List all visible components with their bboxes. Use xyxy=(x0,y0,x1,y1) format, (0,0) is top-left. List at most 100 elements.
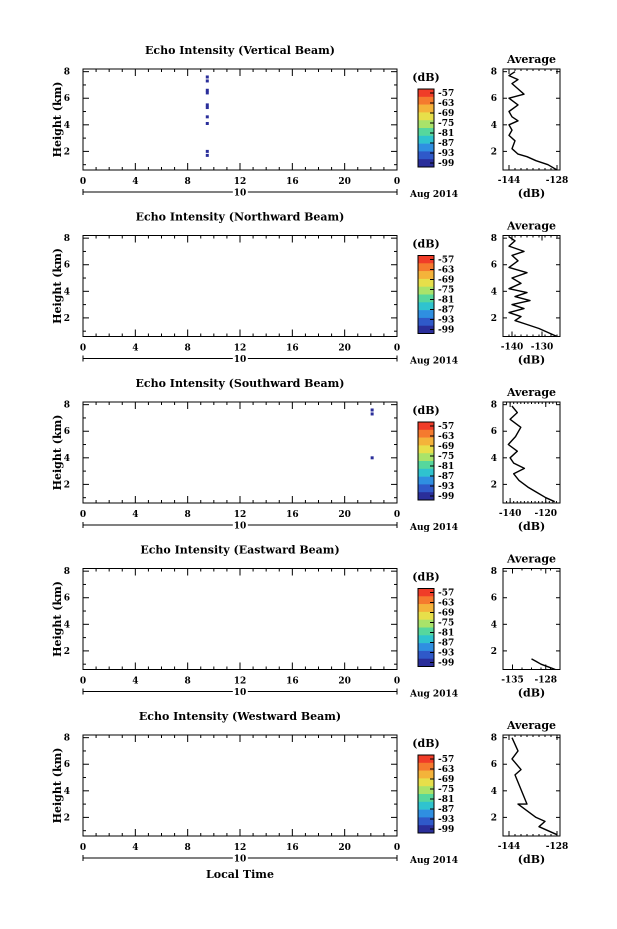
panel-title: Echo Intensity (Eastward Beam) xyxy=(140,544,339,557)
x-tick-label: 0 xyxy=(80,177,86,187)
colorbar-tick-label: -63 xyxy=(438,266,454,276)
colorbar-frame xyxy=(417,421,435,501)
colorbar-segment xyxy=(418,445,434,454)
colorbar-segment xyxy=(418,762,434,771)
avg-y-tick-label: 4 xyxy=(491,787,497,797)
echo-pixel xyxy=(205,115,209,119)
x-tick-label: 12 xyxy=(234,510,247,520)
date-day: 10 xyxy=(234,189,247,199)
avg-y-tick-label: 6 xyxy=(491,94,497,104)
average-frame xyxy=(502,734,561,837)
colorbar-tick-label: -63 xyxy=(438,765,454,775)
y-tick-label: 8 xyxy=(64,734,70,744)
average-title: Average xyxy=(506,386,556,399)
date-day: 10 xyxy=(234,355,247,365)
avg-x-tick-label: -128 xyxy=(546,842,569,852)
colorbar-tick-label: -99 xyxy=(438,659,454,669)
colorbar-segment xyxy=(418,588,434,597)
colorbar-tick-label: -99 xyxy=(438,159,454,169)
average-x-label: (dB) xyxy=(518,853,545,866)
y-tick-label: 4 xyxy=(64,454,70,464)
x-tick-label: 0 xyxy=(394,677,400,687)
avg-y-tick-label: 4 xyxy=(491,287,497,297)
colorbar-segment xyxy=(418,611,434,620)
avg-y-tick-label: 8 xyxy=(491,401,497,411)
colorbar-tick-label: -69 xyxy=(438,609,454,619)
colorbar-segment xyxy=(418,325,434,334)
avg-x-tick-label: -140 xyxy=(501,343,524,353)
y-tick-label: 6 xyxy=(64,760,70,770)
average-profile-line xyxy=(531,658,556,671)
colorbar-segment xyxy=(418,658,434,667)
colorbar-tick-label: -63 xyxy=(438,432,454,442)
avg-x-tick-label: -140 xyxy=(499,509,522,519)
echo-pixel xyxy=(205,153,209,157)
colorbar-segment xyxy=(418,770,434,779)
colorbar-tick-label: -75 xyxy=(438,619,454,629)
colorbar-tick-label: -75 xyxy=(438,286,454,296)
x-tick-label: 4 xyxy=(132,510,138,520)
echo-pixel xyxy=(205,75,209,79)
y-tick-label: 4 xyxy=(64,787,70,797)
colorbar-frame xyxy=(417,588,435,667)
colorbar-segment xyxy=(418,310,434,319)
colorbar-tick-label: -87 xyxy=(438,306,454,316)
date-month-year: Aug 2014 xyxy=(409,523,458,533)
panel-title: Echo Intensity (Northward Beam) xyxy=(136,211,345,224)
y-axis-label: Height (km) xyxy=(51,748,64,824)
x-tick-label: 0 xyxy=(80,344,86,354)
x-tick-label: 4 xyxy=(132,177,138,187)
colorbar-unit: (dB) xyxy=(412,571,439,584)
avg-y-tick-label: 6 xyxy=(491,427,497,437)
x-tick-label: 4 xyxy=(132,843,138,853)
x-tick-label: 0 xyxy=(80,677,86,687)
x-tick-label: 12 xyxy=(234,843,247,853)
average-profile-line xyxy=(511,737,558,836)
y-tick-label: 8 xyxy=(64,401,70,411)
colorbar-segment xyxy=(418,128,434,137)
x-tick-label: 8 xyxy=(185,677,191,687)
colorbar-segment xyxy=(418,476,434,485)
y-tick-label: 4 xyxy=(64,620,70,630)
colorbar-tick-label: -87 xyxy=(438,139,454,149)
y-tick-label: 4 xyxy=(64,121,70,131)
x-tick-label: 8 xyxy=(185,177,191,187)
colorbar-tick-label: -93 xyxy=(438,482,454,492)
colorbar-segment xyxy=(418,453,434,462)
colorbar-segment xyxy=(418,278,434,287)
x-tick-label: 0 xyxy=(80,843,86,853)
average-profile-line xyxy=(507,405,555,503)
echo-pixel xyxy=(205,79,209,83)
x-tick-label: 0 xyxy=(394,843,400,853)
colorbar-segment xyxy=(418,89,434,98)
avg-x-tick-label: -120 xyxy=(534,509,557,519)
colorbar-tick-label: -75 xyxy=(438,119,454,129)
average-profile-line xyxy=(508,71,558,171)
colorbar-frame xyxy=(417,255,435,334)
colorbar-tick-label: -57 xyxy=(438,422,454,432)
y-tick-label: 6 xyxy=(64,427,70,437)
echo-pixel xyxy=(370,408,374,412)
y-axis-label: Height (km) xyxy=(51,248,64,324)
x-tick-label: 0 xyxy=(80,510,86,520)
x-tick-label: 16 xyxy=(286,344,299,354)
date-day: 10 xyxy=(234,688,247,698)
plot-frame xyxy=(82,68,398,171)
x-tick-label: 8 xyxy=(185,843,191,853)
colorbar-segment xyxy=(418,619,434,628)
avg-x-tick-label: -144 xyxy=(498,176,521,186)
echo-pixel xyxy=(370,412,374,416)
x-axis-label-local-time: Local Time xyxy=(206,868,274,881)
panel-title: Echo Intensity (Vertical Beam) xyxy=(145,44,335,57)
avg-y-tick-label: 8 xyxy=(491,68,497,78)
colorbar-tick-label: -57 xyxy=(438,256,454,266)
y-tick-label: 6 xyxy=(64,594,70,604)
x-tick-label: 12 xyxy=(234,344,247,354)
colorbar-segment xyxy=(418,627,434,636)
colorbar-tick-label: -63 xyxy=(438,599,454,609)
x-tick-label: 16 xyxy=(286,510,299,520)
average-title: Average xyxy=(506,220,556,233)
date-day: 10 xyxy=(234,855,247,865)
x-tick-label: 16 xyxy=(286,177,299,187)
plot-frame xyxy=(82,235,398,337)
